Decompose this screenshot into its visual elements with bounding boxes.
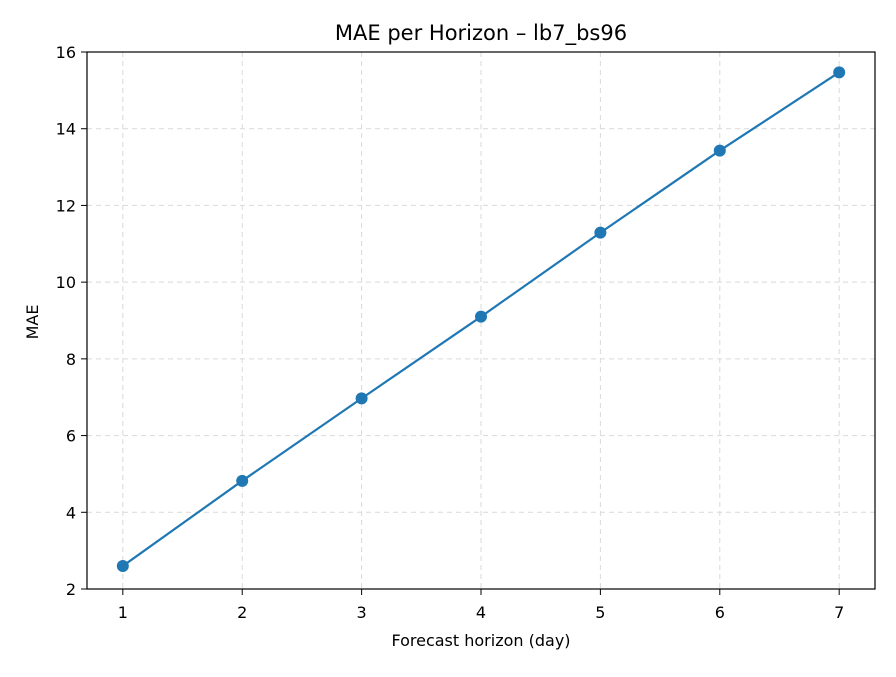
x-tick-label: 5 xyxy=(595,603,605,622)
data-point xyxy=(594,226,607,239)
x-tick-label: 3 xyxy=(357,603,367,622)
data-point xyxy=(713,144,726,157)
data-point xyxy=(236,474,249,487)
data-point xyxy=(833,66,846,79)
y-axis-ticks: 2 4 6 8 10 12 14 16 xyxy=(56,43,87,599)
y-tick-label: 6 xyxy=(66,427,76,446)
data-point xyxy=(475,310,487,323)
y-tick-label: 4 xyxy=(66,503,76,522)
x-tick-label: 1 xyxy=(118,603,128,622)
y-tick-label: 2 xyxy=(66,580,76,599)
chart-title: MAE per Horizon – lb7_bs96 xyxy=(335,21,627,46)
data-point xyxy=(355,392,368,405)
x-tick-label: 7 xyxy=(834,603,844,622)
y-tick-label: 16 xyxy=(56,43,76,62)
series-group xyxy=(116,66,846,572)
x-tick-label: 6 xyxy=(715,603,725,622)
y-axis-label: MAE xyxy=(23,305,42,340)
x-tick-label: 2 xyxy=(237,603,247,622)
y-tick-label: 12 xyxy=(56,196,76,215)
x-axis-label: Forecast horizon (day) xyxy=(391,631,570,650)
data-point xyxy=(116,559,129,572)
x-tick-label: 4 xyxy=(476,603,486,622)
y-tick-label: 14 xyxy=(56,120,76,139)
y-tick-label: 10 xyxy=(56,273,76,292)
x-axis-ticks: 1 2 3 4 5 6 7 xyxy=(118,589,844,622)
y-tick-label: 8 xyxy=(66,350,76,369)
